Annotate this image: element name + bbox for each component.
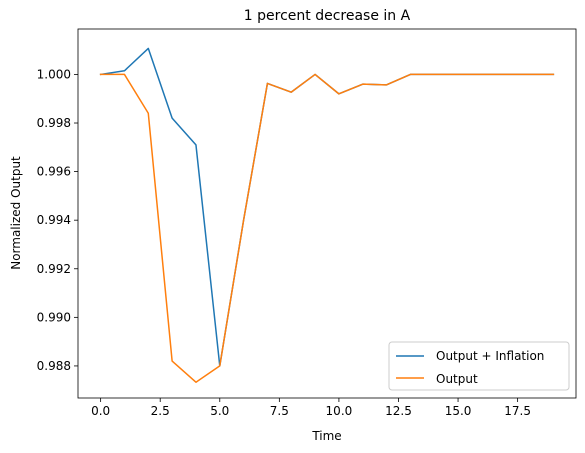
x-tick-label: 17.5 (504, 404, 531, 418)
x-tick-label: 5.0 (210, 404, 229, 418)
x-axis: 0.0 2.5 5.0 7.5 10.0 12.5 15.0 17.5 (91, 398, 531, 418)
y-tick-label: 0.992 (37, 262, 71, 276)
x-axis-label: Time (311, 429, 341, 443)
x-tick-label: 2.5 (151, 404, 170, 418)
y-tick-label: 1.000 (37, 67, 71, 81)
series-layer (101, 48, 554, 382)
x-tick-label: 10.0 (326, 404, 353, 418)
legend: Output + Inflation Output (389, 342, 569, 390)
y-tick-label: 0.990 (37, 310, 71, 324)
y-tick-label: 0.988 (37, 359, 71, 373)
y-axis-label: Normalized Output (9, 156, 23, 270)
y-axis: 0.988 0.990 0.992 0.994 0.996 0.998 1.000 (37, 67, 78, 373)
x-tick-label: 7.5 (270, 404, 289, 418)
y-tick-label: 0.994 (37, 213, 71, 227)
y-tick-label: 0.996 (37, 165, 71, 179)
x-tick-label: 12.5 (385, 404, 412, 418)
y-tick-label: 0.998 (37, 116, 71, 130)
x-tick-label: 15.0 (445, 404, 472, 418)
legend-label-output: Output (436, 372, 478, 386)
x-tick-label: 0.0 (91, 404, 110, 418)
series-line-output (101, 74, 554, 382)
legend-label-output-inflation: Output + Inflation (436, 349, 544, 363)
chart-title: 1 percent decrease in A (244, 8, 411, 24)
